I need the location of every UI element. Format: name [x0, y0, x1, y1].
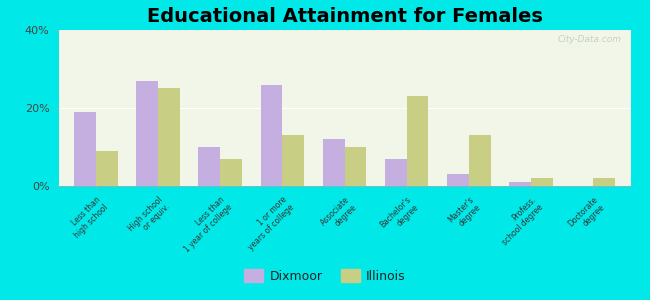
Bar: [385, 159, 407, 186]
Bar: [323, 139, 345, 186]
Bar: [531, 178, 552, 186]
Bar: [136, 81, 158, 186]
Legend: Dixmoor, Illinois: Dixmoor, Illinois: [239, 264, 411, 288]
Text: City-Data.com: City-Data.com: [558, 35, 622, 44]
Bar: [344, 147, 366, 186]
Bar: [198, 147, 220, 186]
Title: Educational Attainment for Females: Educational Attainment for Females: [146, 7, 543, 26]
Bar: [96, 151, 118, 186]
Bar: [74, 112, 96, 186]
Bar: [158, 88, 180, 186]
Bar: [407, 96, 428, 186]
Bar: [469, 135, 491, 186]
Bar: [220, 159, 242, 186]
Bar: [509, 182, 531, 186]
Bar: [261, 85, 282, 186]
Bar: [282, 135, 304, 186]
Bar: [447, 174, 469, 186]
Bar: [593, 178, 615, 186]
